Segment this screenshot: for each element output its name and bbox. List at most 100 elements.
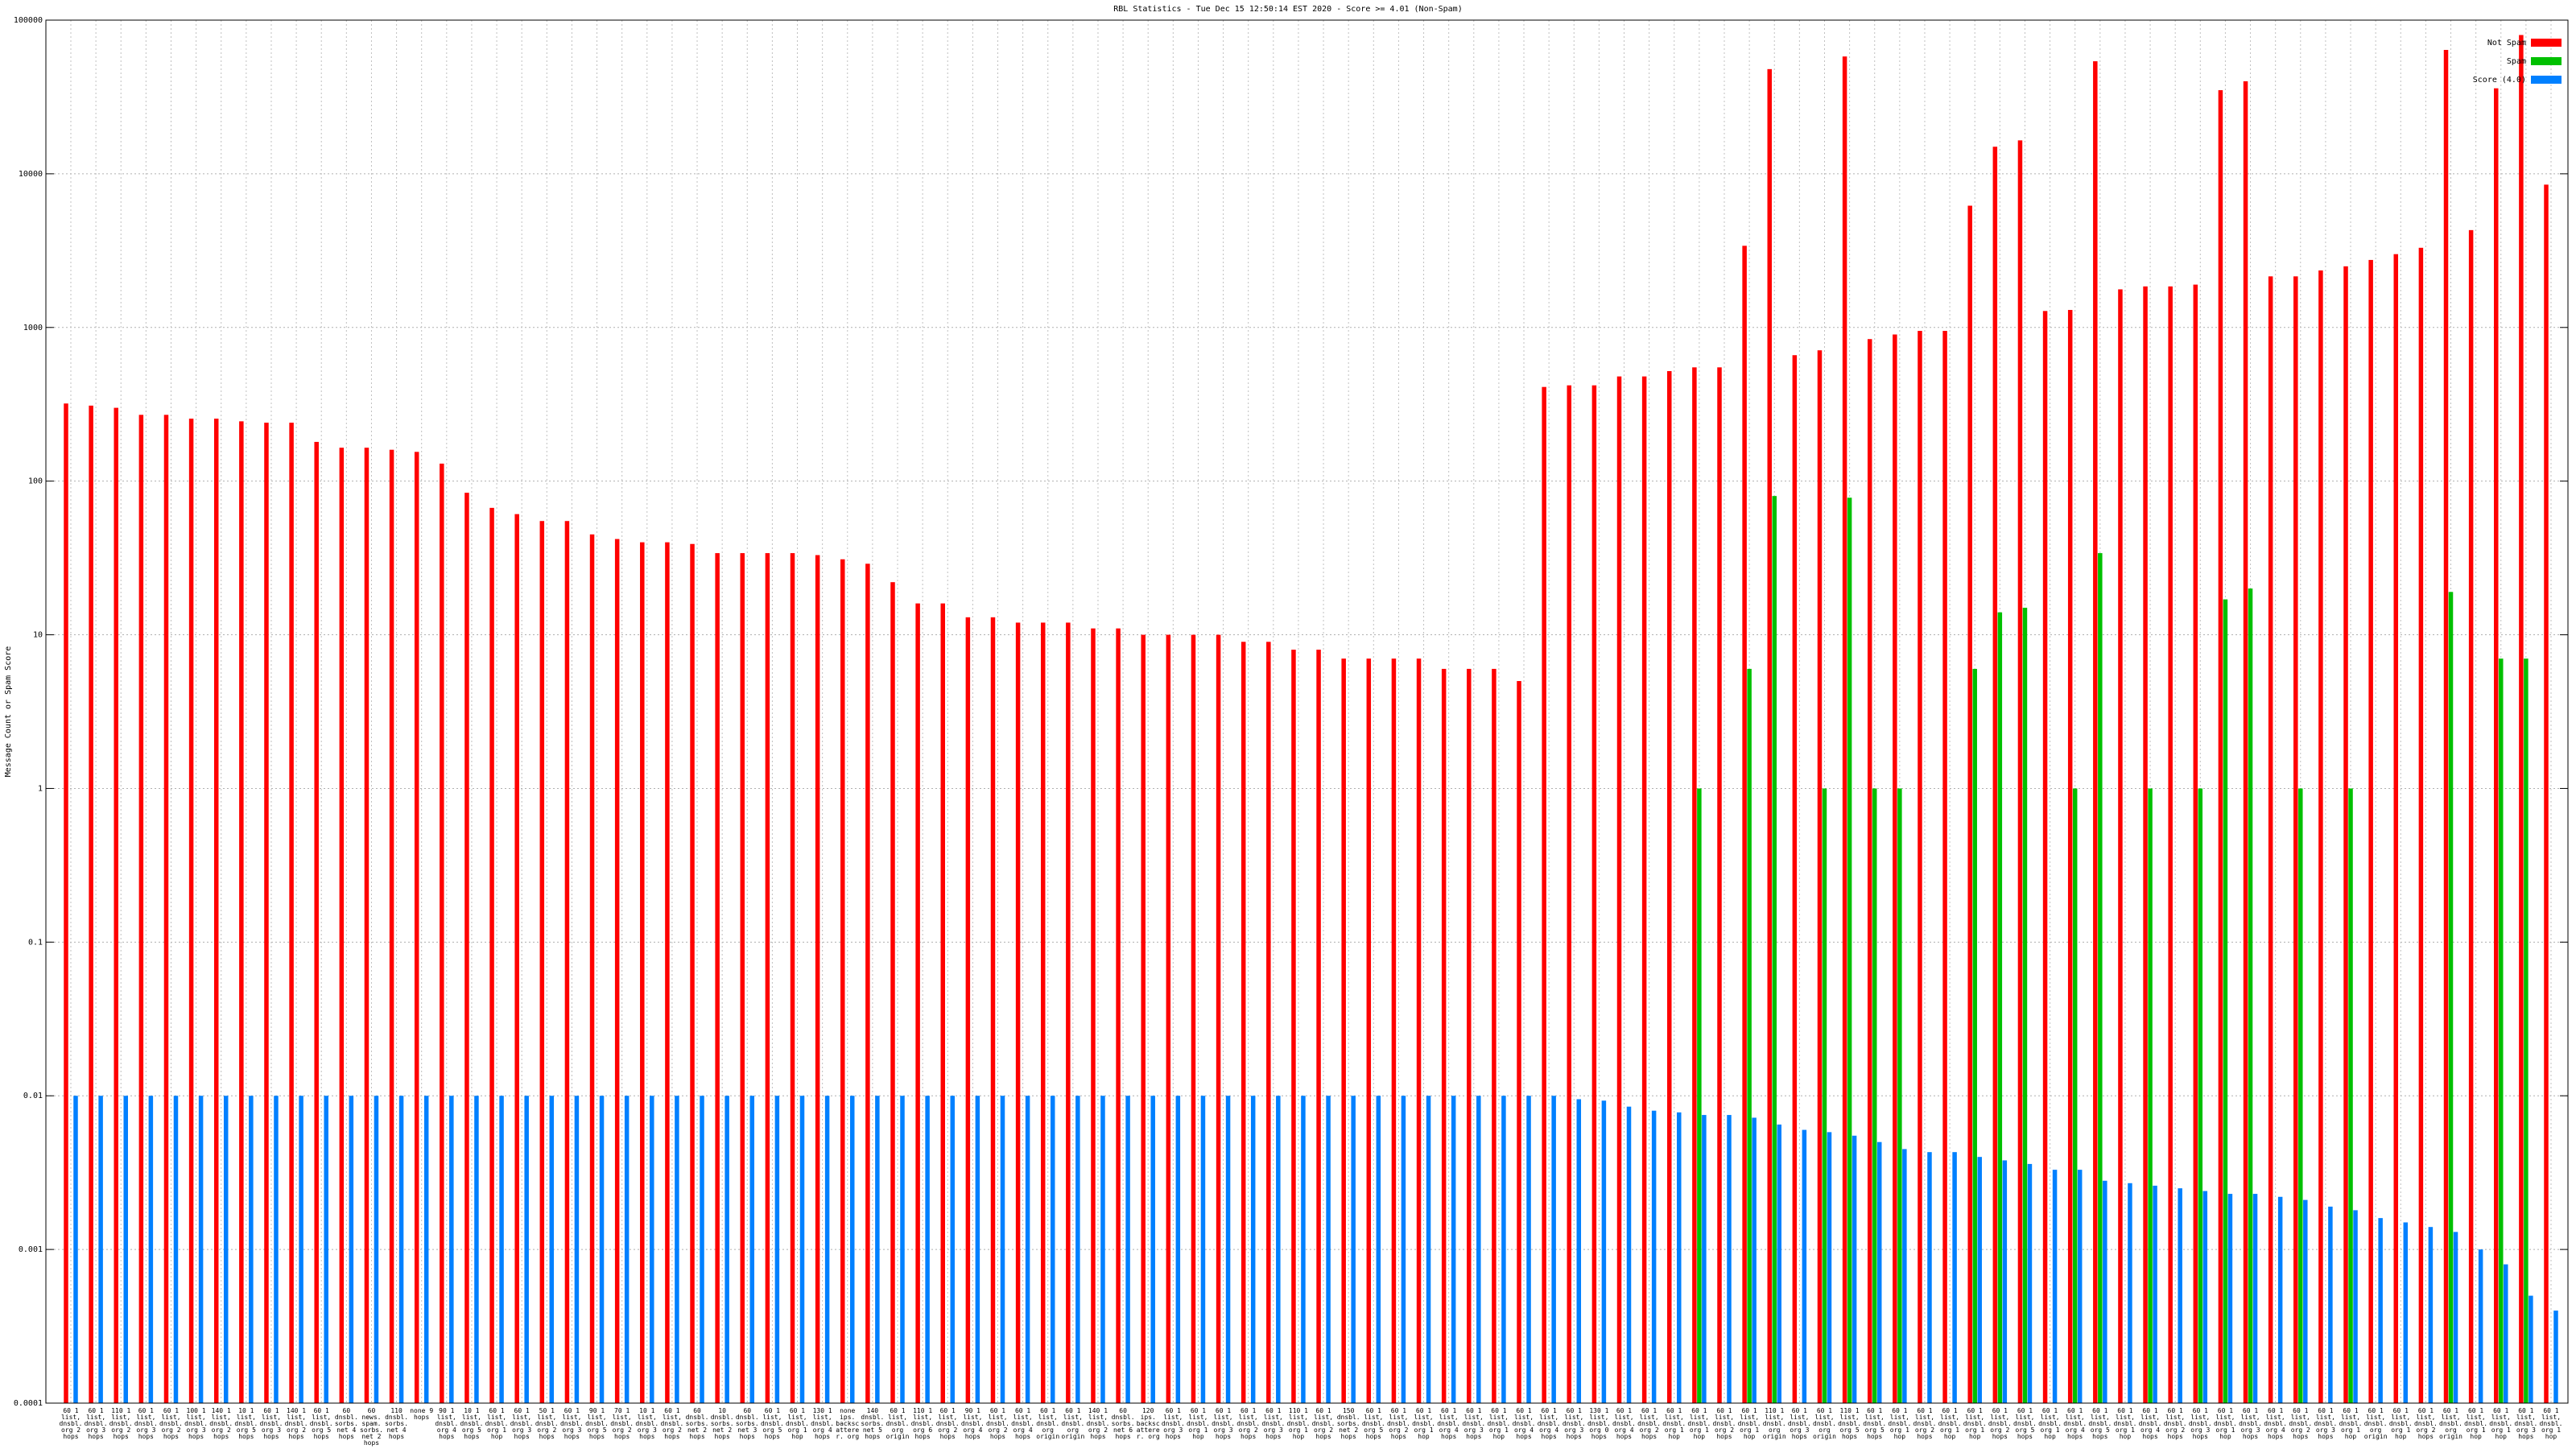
bar	[1942, 331, 1947, 1404]
bar	[414, 452, 419, 1403]
bar	[2128, 1183, 2132, 1403]
y-tick-label: 0.001	[19, 1245, 43, 1254]
bar	[2198, 788, 2203, 1403]
x-tick-label: 60 1 list, dnsbl. org origin	[2363, 1408, 2388, 1440]
y-tick-label: 100000	[14, 16, 43, 25]
bar	[1792, 355, 1798, 1403]
x-tick-label: 90 1 list, dnsbl. org 4 hops	[960, 1408, 985, 1440]
bar	[1997, 612, 2003, 1403]
bar	[314, 441, 319, 1403]
x-tick-label: 60 1 list, dnsbl. org 1 hop	[1963, 1408, 1987, 1440]
bar	[64, 403, 68, 1403]
x-tick-label: 60 1 list, dnsbl. org 3 hops	[1261, 1408, 1286, 1440]
bar	[950, 1096, 955, 1403]
x-tick-label: 10 1 list, dnsbl. org 3 hops	[635, 1408, 659, 1440]
bar	[1241, 642, 1246, 1403]
x-tick-label: 60 1 list, dnsbl. org 1 hop	[1487, 1408, 1511, 1440]
bar	[2227, 1194, 2233, 1403]
bar	[740, 553, 745, 1404]
bar	[374, 1096, 379, 1403]
x-tick-label: 60 1 list, dnsbl. org 1 hop	[485, 1408, 509, 1440]
bar	[2098, 553, 2103, 1404]
bar	[1697, 788, 1702, 1403]
bar	[299, 1096, 303, 1403]
bar	[1426, 1096, 1431, 1403]
bar	[188, 419, 194, 1403]
x-tick-label: 120 ips. backscatterer. org	[1136, 1408, 1160, 1440]
bar	[289, 423, 294, 1403]
legend-label: Not Spam	[2487, 39, 2526, 47]
x-tick-label: 140 1 list, dnsbl. org 2 hops	[284, 1408, 308, 1440]
bar	[2499, 658, 2504, 1403]
bar	[1876, 1141, 1882, 1403]
bar	[1441, 668, 1447, 1403]
x-tick-label: 90 1 list, dnsbl. org 5 hops	[585, 1408, 609, 1440]
bar	[1952, 1152, 1957, 1403]
bar	[2202, 1191, 2208, 1403]
x-tick-label: 60 1 list, dnsbl. org 2 hops	[1712, 1408, 1736, 1440]
bar	[1967, 205, 1972, 1403]
bar	[1567, 385, 1572, 1403]
bar	[2529, 1295, 2533, 1403]
bar	[1972, 668, 1977, 1403]
bar	[2143, 286, 2148, 1404]
x-tick-label: 110 1 list, dnsbl. org 6 hops	[910, 1408, 935, 1440]
x-tick-label: 60 1 list, dnsbl. org 3 hops	[2188, 1408, 2212, 1440]
bar	[524, 1096, 529, 1403]
bar	[2428, 1227, 2434, 1403]
bar	[1847, 497, 1852, 1403]
bar	[940, 603, 945, 1403]
bar	[2178, 1188, 2182, 1403]
bar	[2017, 140, 2023, 1403]
x-tick-label: 60 1 list, dnsbl. org 5 hops	[2088, 1408, 2112, 1440]
bar	[2403, 1222, 2409, 1403]
bar	[589, 534, 595, 1404]
bar	[774, 1096, 780, 1403]
legend-swatch	[2531, 57, 2562, 65]
bar	[1416, 658, 1422, 1403]
bar	[2223, 599, 2228, 1403]
bar	[2193, 284, 2198, 1404]
x-tick-label: 130 1 list, dnsbl. org 4 hops	[811, 1408, 835, 1440]
bar	[2168, 286, 2173, 1404]
legend-swatch	[2531, 39, 2562, 47]
bar	[965, 617, 971, 1403]
x-tick-label: 60 1 list, dnsbl. org 1 hop	[1412, 1408, 1435, 1440]
x-tick-label: none ips. backscatterer. org	[836, 1408, 860, 1440]
bar	[2303, 1199, 2308, 1403]
bar	[1893, 334, 1897, 1404]
bar	[173, 1096, 179, 1403]
bar	[990, 617, 996, 1403]
x-tick-label: 60 1 list, dnsbl. org 1 hop	[2464, 1408, 2488, 1440]
x-tick-label: 150 dnsbl. sorbs. net 2 hops	[1336, 1408, 1360, 1440]
bar	[1897, 788, 1902, 1403]
bar	[1391, 658, 1397, 1403]
x-tick-label: 60 1 list, dnsbl. org origin	[1061, 1408, 1085, 1440]
x-tick-label: none 9 hops	[410, 1408, 434, 1421]
x-tick-label: 60 1 list, dnsbl. org origin	[1036, 1408, 1060, 1440]
bar	[2093, 61, 2098, 1404]
bar	[1216, 634, 1221, 1403]
x-tick-label: 110 dnsbl. sorbs. net 4 hops	[385, 1408, 409, 1440]
bar	[1066, 622, 1071, 1403]
bar	[840, 559, 845, 1404]
bar	[2293, 276, 2298, 1403]
x-tick-label: 60 1 list, dnsbl. org 3 hops	[134, 1408, 158, 1440]
bar	[1752, 1117, 1757, 1403]
x-tick-label: 60 1 list, dnsbl. org 3 hops	[84, 1408, 108, 1440]
bar	[449, 1096, 454, 1403]
bar	[624, 1096, 630, 1403]
x-tick-label: 60 1 list, dnsbl. org 3 hops	[559, 1408, 584, 1440]
bar	[1250, 1096, 1256, 1403]
bar	[138, 415, 144, 1403]
bar	[249, 1096, 254, 1403]
bar	[715, 553, 720, 1404]
x-tick-label: 60 1 list, dnsbl. org 1 hop	[2213, 1408, 2237, 1440]
bar	[1677, 1112, 1682, 1403]
x-tick-label: 60 1 list, dnsbl. org 2 hops	[1386, 1408, 1410, 1440]
bar	[499, 1096, 504, 1403]
bar	[223, 1096, 229, 1403]
bar	[1772, 496, 1777, 1403]
y-tick-label: 0.0001	[14, 1399, 43, 1408]
